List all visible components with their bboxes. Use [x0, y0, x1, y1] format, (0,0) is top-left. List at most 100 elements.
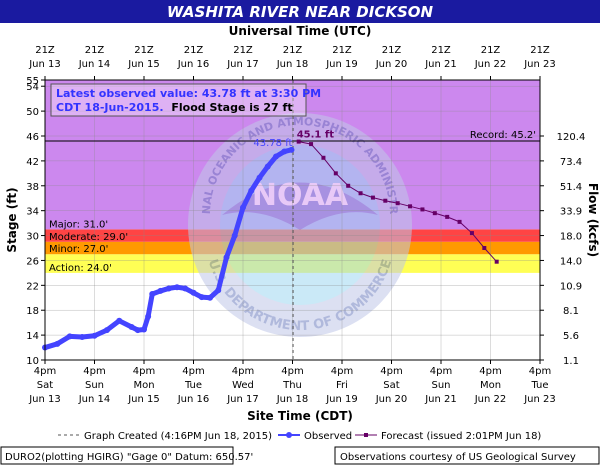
x-tick-day: Sat: [383, 380, 399, 391]
forecast-point: [432, 211, 437, 216]
x2-tick-date: Jun 23: [523, 59, 556, 70]
observed-point: [215, 287, 222, 294]
observed-point: [198, 294, 205, 301]
x-tick-time: 4pm: [529, 366, 551, 377]
x2-tick-date: Jun 18: [276, 59, 309, 70]
forecast-point: [309, 142, 314, 147]
x-tick-day: Wed: [232, 380, 254, 391]
y2-tick-label: 14.0: [560, 256, 582, 267]
legend: Graph Created (4:16PM Jun 18, 2015) Obse…: [58, 431, 541, 442]
observed-peak-label: 43.78 ft: [253, 138, 292, 149]
x2-tick-time: 21Z: [35, 45, 55, 56]
observed-point: [145, 313, 152, 320]
minor-label: Minor: 27.0': [49, 244, 108, 255]
y2-tick-label: 8.1: [563, 306, 579, 317]
forecast-point: [445, 214, 450, 219]
x-tick-time: 4pm: [83, 366, 105, 377]
x2-tick-time: 21Z: [431, 45, 451, 56]
x2-tick-time: 21Z: [233, 45, 253, 56]
forecast-point: [494, 259, 499, 264]
observed-point: [116, 317, 123, 324]
major-label: Major: 31.0': [49, 219, 108, 230]
observed-point: [223, 254, 230, 261]
observed-point: [288, 146, 295, 153]
x2-tick-date: Jun 15: [127, 59, 160, 70]
footer-left: DURO2(plotting HGIRG) "Gage 0" Datum: 65…: [5, 452, 253, 463]
x-tick-date: Jun 15: [127, 394, 160, 405]
legend-observed-marker: [286, 432, 292, 438]
y-tick-label: 14: [26, 331, 39, 342]
observed-point: [54, 340, 61, 347]
observed-point: [149, 291, 156, 298]
chart-title: WASHITA RIVER NEAR DICKSON: [167, 3, 434, 21]
observed-point: [157, 287, 164, 294]
observed-point: [273, 153, 279, 160]
footer-right: Observations courtesy of US Geological S…: [340, 452, 576, 463]
action-label: Action: 24.0': [49, 263, 112, 274]
x2-tick-date: Jun 13: [28, 59, 61, 70]
footer-right-box: [334, 446, 600, 465]
footer-left-box: [0, 446, 234, 465]
left-axis-title: Stage (ft): [5, 187, 19, 252]
y-tick-label: 55: [26, 76, 39, 87]
y2-tick-label: 5.6: [563, 331, 579, 342]
y2-tick-label: 10.9: [560, 281, 582, 292]
forecast-point: [358, 191, 363, 196]
forecast-point: [457, 219, 462, 224]
observed-point: [207, 294, 213, 301]
x-tick-date: Jun 14: [78, 394, 111, 405]
x2-tick-time: 21Z: [332, 45, 352, 56]
x-tick-time: 4pm: [232, 366, 254, 377]
x-tick-time: 4pm: [380, 366, 402, 377]
y-tick-label: 30: [26, 232, 39, 243]
bottom-axis-title: Site Time (CDT): [247, 409, 353, 423]
x-tick-time: 4pm: [281, 366, 303, 377]
x-tick-day: Tue: [530, 380, 548, 391]
legend-forecast-label: Forecast (issued 2:01PM Jun 18): [381, 431, 541, 442]
top-axis-title: Universal Time (UTC): [229, 24, 372, 38]
y2-tick-label: 33.9: [560, 207, 582, 218]
moderate-label: Moderate: 29.0': [49, 232, 128, 243]
x2-tick-time: 21Z: [382, 45, 402, 56]
series-layer: [42, 139, 499, 351]
y-tick-label: 26: [26, 256, 39, 267]
x-tick-date: Jun 20: [375, 394, 408, 405]
forecast-point: [408, 204, 413, 209]
x-tick-time: 4pm: [133, 366, 155, 377]
x2-tick-time: 21Z: [283, 45, 303, 56]
x-tick-day: Thu: [282, 380, 302, 391]
x-tick-date: Jun 22: [474, 394, 507, 405]
x-tick-date: Jun 19: [325, 394, 358, 405]
x-tick-day: Mon: [480, 380, 501, 391]
y2-tick-label: 1.1: [563, 356, 579, 367]
x2-tick-time: 21Z: [184, 45, 204, 56]
forecast-point: [383, 198, 388, 203]
y2-tick-label: 73.4: [560, 157, 582, 168]
y-tick-label: 34: [26, 207, 39, 218]
x-tick-date: Jun 13: [28, 394, 61, 405]
x-tick-day: Fri: [336, 380, 348, 391]
observed-point: [174, 284, 180, 291]
right-axis-title: Flow (kcfs): [586, 183, 600, 257]
x2-tick-date: Jun 21: [424, 59, 457, 70]
title-bar: [0, 0, 600, 23]
forecast-point: [420, 207, 425, 212]
x-tick-date: Jun 21: [424, 394, 457, 405]
info-line-1: Latest observed value: 43.78 ft at 3:30 …: [56, 87, 321, 100]
x2-tick-time: 21Z: [481, 45, 501, 56]
noaa-logo-center-text: NOAA: [252, 178, 349, 213]
x2-tick-date: Jun 20: [375, 59, 408, 70]
observed-point: [128, 324, 135, 331]
info-flood-stage: Flood Stage is 27 ft: [171, 101, 292, 114]
y-tick-label: 10: [26, 356, 39, 367]
x2-tick-date: Jun 16: [177, 59, 210, 70]
y-tick-label: 18: [26, 306, 39, 317]
x-tick-day: Sat: [37, 380, 53, 391]
x2-tick-time: 21Z: [530, 45, 550, 56]
forecast-peak-label: 45.1 ft: [297, 130, 335, 141]
x-tick-time: 4pm: [430, 366, 452, 377]
observed-point: [66, 333, 73, 340]
y-tick-label: 50: [26, 107, 39, 118]
